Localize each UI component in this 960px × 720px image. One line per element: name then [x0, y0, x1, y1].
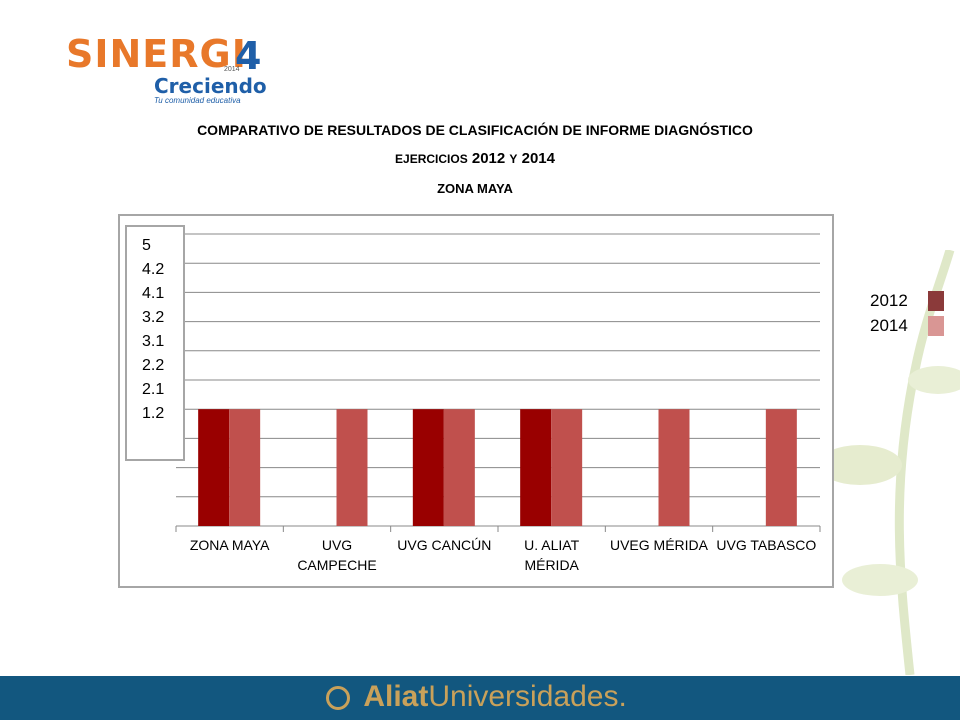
x-tick-label: UVG — [322, 537, 352, 553]
value-list-item: 5 — [142, 237, 151, 254]
value-list-box — [125, 225, 185, 461]
chart-title-line1: COMPARATIVO DE RESULTADOS DE CLASIFICACI… — [197, 122, 753, 138]
value-list-item: 4.1 — [142, 285, 164, 302]
x-tick-label: U. ALIAT — [524, 537, 579, 553]
legend-label-2014: 2014 — [870, 315, 908, 335]
value-list-item: 3.1 — [142, 333, 164, 350]
x-tick-label: MÉRIDA — [524, 557, 579, 573]
brand-part-a: Aliat — [363, 680, 429, 713]
legend-swatch-2012 — [928, 290, 944, 311]
chart-title-line3: ZONA MAYA — [437, 181, 513, 196]
bar-2014-1 — [336, 409, 368, 526]
logo-word: SINERGI — [66, 32, 247, 76]
x-tick-label: UVG CANCÚN — [397, 537, 491, 553]
aliat-logo-icon — [326, 686, 350, 710]
legend-item-2012: 2012 — [870, 288, 944, 313]
value-list-item: 1.2 — [142, 405, 164, 422]
chart-title-line2: EJERCICIOS 2012 Y 2014 — [0, 150, 950, 167]
chart-frame: ZONA MAYA UVG CAMPECHE UVG CANCÚN U. ALIAT MÉ… — [118, 214, 834, 588]
legend-swatch-2014 — [928, 315, 944, 336]
title-year-2012: 2012 — [471, 150, 506, 167]
bar-2012-3 — [520, 409, 552, 526]
value-list-item: 2.1 — [142, 381, 164, 398]
legend-item-2014: 2014 — [870, 313, 944, 338]
bar-2014-2 — [443, 409, 475, 526]
logo-number: 4 — [235, 34, 262, 78]
title-connector: Y — [509, 152, 518, 166]
bar-2014-0 — [229, 409, 261, 526]
value-list-item: 4.2 — [142, 261, 164, 278]
x-tick-label: ZONA MAYA — [190, 537, 270, 553]
brand-part-b: Universidades. — [428, 680, 627, 713]
legend: 2012 2014 — [870, 288, 944, 338]
aliat-brand: AliatUniversidades. — [330, 680, 627, 714]
x-tick-label: UVG TABASCO — [716, 537, 816, 553]
legend-label-2012: 2012 — [870, 290, 908, 310]
logo-year: 2014 — [224, 66, 240, 73]
bar-2014-3 — [551, 409, 583, 526]
bar-2014-4 — [658, 409, 690, 526]
logo-tagline: Tu comunidad educativa — [154, 96, 241, 105]
bar-2012-2 — [412, 409, 444, 526]
x-tick-label: UVEG MÉRIDA — [610, 537, 709, 553]
footer-bar: AliatUniversidades. — [0, 676, 960, 720]
value-list-item: 3.2 — [142, 309, 164, 326]
sinergia-logo: SINERGI 4 2014 Creciendo Tu comunidad ed… — [30, 18, 270, 108]
title-year-2014: 2014 — [521, 150, 555, 167]
value-list-item: 2.2 — [142, 357, 164, 374]
bar-2014-5 — [765, 409, 797, 526]
bar-chart: ZONA MAYA UVG CAMPECHE UVG CANCÚN U. ALIAT MÉ… — [125, 225, 821, 573]
title-prefix: EJERCICIOS — [395, 152, 468, 166]
logo-subtitle: Creciendo — [154, 74, 267, 98]
x-tick-label: CAMPECHE — [297, 557, 376, 573]
bar-2012-0 — [198, 409, 230, 526]
